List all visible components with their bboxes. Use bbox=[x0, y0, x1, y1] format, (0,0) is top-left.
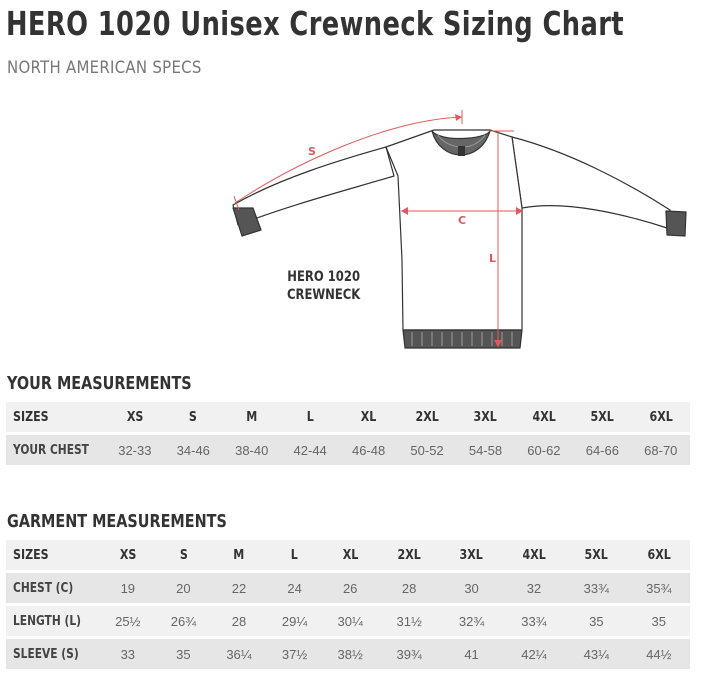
sizes-label: SIZES bbox=[6, 540, 100, 570]
size-header: 5XL bbox=[573, 402, 632, 432]
table-cell: 35 bbox=[627, 606, 690, 636]
size-header: 4XL bbox=[514, 402, 574, 432]
table-cell: 19 bbox=[100, 573, 156, 603]
table-cell: 24 bbox=[266, 573, 323, 603]
page-title: HERO 1020 Unisex Crewneck Sizing Chart bbox=[6, 4, 625, 43]
table-cell: 42¼ bbox=[502, 639, 566, 669]
size-header: 4XL bbox=[502, 540, 566, 570]
garment-measurements-heading: GARMENT MEASUREMENTS bbox=[7, 511, 227, 532]
size-header: S bbox=[164, 402, 223, 432]
size-header: 3XL bbox=[456, 402, 515, 432]
table-cell: 28 bbox=[211, 606, 267, 636]
page-subtitle: NORTH AMERICAN SPECS bbox=[7, 58, 202, 78]
left-cuff-shape bbox=[232, 207, 262, 237]
table-cell: 30¼ bbox=[322, 606, 378, 636]
table-cell: 50-52 bbox=[397, 435, 457, 465]
right-cuff-shape bbox=[665, 210, 687, 237]
table-cell: 34-46 bbox=[164, 435, 223, 465]
table-cell: 36¼ bbox=[211, 639, 267, 669]
garment-name-line1: HERO 1020 bbox=[287, 269, 361, 285]
table-cell: 33 bbox=[100, 639, 156, 669]
table-cell: 38-40 bbox=[222, 435, 281, 465]
chest-label: C bbox=[458, 214, 466, 227]
row-label: YOUR CHEST bbox=[6, 435, 106, 465]
table-header-row: SIZES XS S M L XL 2XL 3XL 4XL 5XL 6XL bbox=[6, 540, 690, 570]
table-cell: 30 bbox=[440, 573, 503, 603]
table-header-row: SIZES XS S M L XL 2XL 3XL 4XL 5XL 6XL bbox=[6, 402, 690, 432]
size-header: XS bbox=[100, 540, 156, 570]
hem-band-shape bbox=[402, 329, 523, 349]
table-cell: 35¾ bbox=[627, 573, 690, 603]
table-cell: 26¾ bbox=[155, 606, 212, 636]
table-cell: 35 bbox=[155, 639, 212, 669]
neck-tag-shape bbox=[458, 146, 465, 156]
garment-name: HERO 1020 CREWNECK bbox=[287, 268, 360, 304]
table-cell: 32 bbox=[502, 573, 566, 603]
size-header: L bbox=[266, 540, 323, 570]
crewneck-diagram: S C L bbox=[232, 110, 687, 349]
table-cell: 32-33 bbox=[105, 435, 165, 465]
table-cell: 60-62 bbox=[514, 435, 574, 465]
sizes-label: SIZES bbox=[6, 402, 106, 432]
table-cell: 64-66 bbox=[573, 435, 632, 465]
size-header: S bbox=[155, 540, 212, 570]
table-cell: 29¼ bbox=[266, 606, 323, 636]
table-cell: 39¾ bbox=[377, 639, 441, 669]
size-header: L bbox=[280, 402, 340, 432]
right-sleeve-shape bbox=[511, 136, 671, 229]
table-cell: 33¾ bbox=[502, 606, 566, 636]
table-cell: 28 bbox=[377, 573, 441, 603]
row-label: LENGTH (L) bbox=[6, 606, 100, 636]
size-header: XS bbox=[105, 402, 165, 432]
size-header: M bbox=[222, 402, 281, 432]
size-header: XL bbox=[339, 402, 398, 432]
table-cell: 26 bbox=[322, 573, 378, 603]
size-header: 2XL bbox=[377, 540, 441, 570]
body-shape bbox=[385, 129, 523, 331]
garment-name-line2: CREWNECK bbox=[287, 287, 361, 303]
size-header: 3XL bbox=[440, 540, 503, 570]
table-cell: 41 bbox=[440, 639, 503, 669]
table-cell: 68-70 bbox=[631, 435, 690, 465]
table-cell: 44½ bbox=[627, 639, 690, 669]
table-cell: 31½ bbox=[377, 606, 441, 636]
table-cell: 37½ bbox=[266, 639, 323, 669]
table-cell: 38½ bbox=[322, 639, 378, 669]
table-cell: 35 bbox=[565, 606, 628, 636]
size-header: 5XL bbox=[565, 540, 628, 570]
your-measurements-table: SIZES XS S M L XL 2XL 3XL 4XL 5XL 6XL YO… bbox=[6, 399, 690, 468]
table-cell: 42-44 bbox=[280, 435, 340, 465]
table-row: SLEEVE (S) 33 35 36¼ 37½ 38½ 39¾ 41 42¼ … bbox=[6, 639, 690, 669]
table-cell: 46-48 bbox=[339, 435, 398, 465]
table-cell: 43¼ bbox=[565, 639, 628, 669]
sleeve-measure-line bbox=[234, 116, 463, 204]
row-label: CHEST (C) bbox=[6, 573, 100, 603]
row-label: SLEEVE (S) bbox=[6, 639, 100, 669]
size-header: 6XL bbox=[627, 540, 690, 570]
table-row: LENGTH (L) 25½ 26¾ 28 29¼ 30¼ 31½ 32¾ 33… bbox=[6, 606, 690, 636]
table-row: YOUR CHEST 32-33 34-46 38-40 42-44 46-48… bbox=[6, 435, 690, 465]
table-cell: 33¾ bbox=[565, 573, 628, 603]
sleeve-label: S bbox=[308, 145, 316, 158]
table-row: CHEST (C) 19 20 22 24 26 28 30 32 33¾ 35… bbox=[6, 573, 690, 603]
table-cell: 22 bbox=[211, 573, 267, 603]
length-label: L bbox=[489, 252, 496, 265]
your-measurements-heading: YOUR MEASUREMENTS bbox=[7, 373, 192, 394]
table-cell: 20 bbox=[155, 573, 212, 603]
garment-measurements-table: SIZES XS S M L XL 2XL 3XL 4XL 5XL 6XL CH… bbox=[6, 537, 690, 672]
size-header: 6XL bbox=[631, 402, 690, 432]
size-header: M bbox=[211, 540, 267, 570]
table-cell: 54-58 bbox=[456, 435, 515, 465]
table-cell: 25½ bbox=[100, 606, 156, 636]
collar-shape bbox=[431, 130, 491, 156]
table-cell: 32¾ bbox=[440, 606, 503, 636]
size-header: XL bbox=[322, 540, 378, 570]
size-header: 2XL bbox=[397, 402, 457, 432]
